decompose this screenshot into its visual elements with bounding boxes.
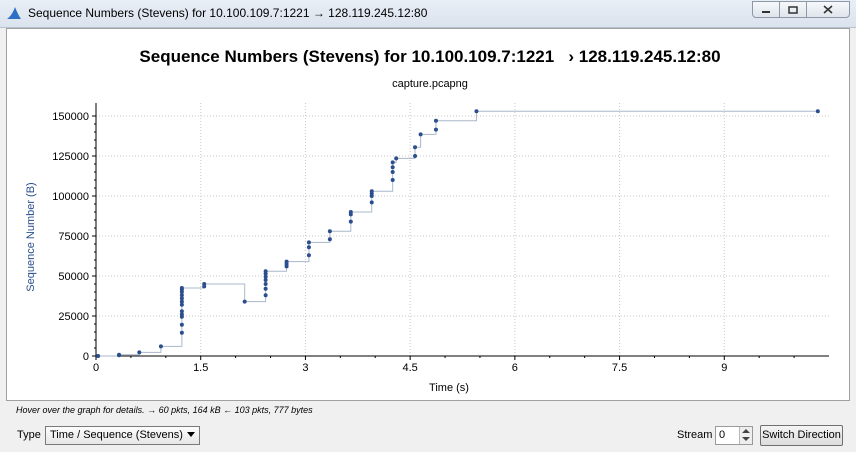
spin-up-icon[interactable] xyxy=(742,429,750,433)
y-tick-label: 75000 xyxy=(58,231,89,243)
data-point xyxy=(263,269,268,274)
data-point xyxy=(263,293,268,298)
data-point xyxy=(418,132,423,137)
maximize-button[interactable] xyxy=(779,1,807,18)
window-title: Sequence Numbers (Stevens) for 10.100.10… xyxy=(28,6,428,20)
data-point xyxy=(348,219,353,224)
stream-label: Stream xyxy=(677,429,713,441)
hover-hint: Hover over the graph for details. → 60 p… xyxy=(16,405,313,415)
data-point xyxy=(413,145,418,150)
y-tick-label: 0 xyxy=(83,351,89,363)
y-tick-label: 100000 xyxy=(52,191,89,203)
data-point xyxy=(390,165,395,170)
data-point xyxy=(394,156,399,161)
wireshark-fin-icon xyxy=(7,7,21,19)
data-point xyxy=(179,302,184,307)
chevron-down-icon xyxy=(187,432,195,437)
data-point xyxy=(390,170,395,174)
data-point xyxy=(179,293,184,298)
x-tick-label: 3 xyxy=(302,362,308,374)
y-tick-label: 25000 xyxy=(58,311,89,323)
data-point xyxy=(263,274,268,279)
data-point xyxy=(179,286,184,290)
data-point xyxy=(390,160,395,165)
x-tick-label: 1.5 xyxy=(193,362,208,374)
close-icon xyxy=(823,5,833,14)
data-point xyxy=(179,322,184,327)
x-tick-label: 4.5 xyxy=(402,362,417,374)
graph-area[interactable]: 0 1.5 3 4.5 6 7.5 9 0 25000 50000 75000 100000 12500… xyxy=(6,28,850,401)
data-point xyxy=(242,299,247,304)
data-point xyxy=(306,253,311,258)
data-point xyxy=(179,309,184,314)
data-point xyxy=(390,178,395,182)
spin-down-icon[interactable] xyxy=(742,437,750,441)
chart-subtitle: capture.pcapng xyxy=(392,78,468,90)
x-axis-label: Time (s) xyxy=(429,382,469,394)
type-select-value: Time / Sequence (Stevens) xyxy=(50,429,183,441)
y-tick-label: 150000 xyxy=(52,111,89,123)
y-tick-label: 125000 xyxy=(52,151,89,163)
data-point xyxy=(158,344,163,349)
data-point xyxy=(413,154,418,158)
data-point xyxy=(327,229,332,234)
data-point xyxy=(263,278,268,282)
data-point xyxy=(474,109,479,114)
data-point xyxy=(433,118,438,123)
data-point xyxy=(433,127,438,132)
x-tick-label: 6 xyxy=(512,362,518,374)
data-point xyxy=(369,189,374,194)
minimize-button[interactable] xyxy=(752,1,780,18)
data-point xyxy=(263,282,268,286)
type-select[interactable]: Time / Sequence (Stevens) xyxy=(45,426,200,445)
data-point xyxy=(284,259,289,264)
x-tick-label: 9 xyxy=(721,362,727,374)
data-point xyxy=(327,237,332,242)
data-point xyxy=(96,354,101,358)
step-line xyxy=(98,110,818,357)
chart-title: Sequence Numbers (Stevens) for 10.100.10… xyxy=(139,47,720,66)
type-label: Type xyxy=(17,429,41,441)
data-point xyxy=(202,282,207,286)
data-point xyxy=(369,200,374,205)
data-point xyxy=(179,312,184,317)
data-point xyxy=(137,350,142,355)
data-point xyxy=(306,245,311,250)
minimize-icon xyxy=(762,10,770,13)
stream-value: 0 xyxy=(719,429,726,441)
data-point xyxy=(179,296,184,301)
switch-direction-button[interactable]: Switch Direction xyxy=(760,425,843,446)
close-button[interactable] xyxy=(806,1,850,18)
maximize-icon xyxy=(788,5,798,14)
data-point xyxy=(117,352,122,357)
data-point xyxy=(179,299,184,304)
data-point xyxy=(815,109,820,114)
data-point xyxy=(348,210,353,214)
y-tick-label: 50000 xyxy=(58,271,89,283)
sequence-chart: 0 1.5 3 4.5 6 7.5 9 0 25000 50000 75000 100000 12500… xyxy=(25,47,829,394)
stream-spinbox[interactable]: 0 xyxy=(715,426,753,445)
data-point xyxy=(306,240,311,245)
x-tick-label: 7.5 xyxy=(612,362,627,374)
y-axis-label: Sequence Number (B) xyxy=(25,182,37,291)
title-bar: Sequence Numbers (Stevens) for 10.100.10… xyxy=(0,0,856,28)
data-point xyxy=(179,330,184,335)
x-tick-label: 0 xyxy=(93,362,99,374)
data-point xyxy=(263,286,268,291)
